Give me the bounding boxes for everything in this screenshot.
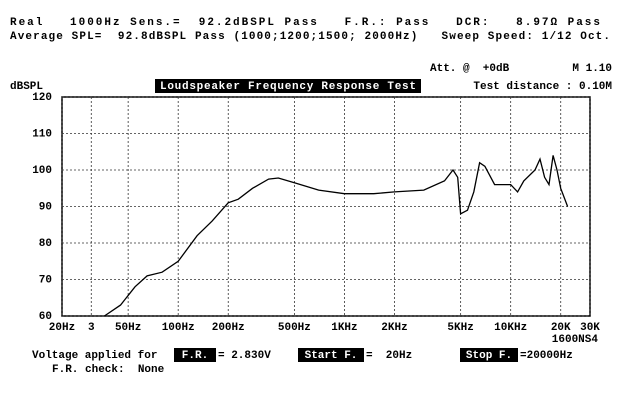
response-curve	[104, 155, 569, 317]
x-tick-label: 50Hz	[115, 322, 141, 334]
control-box	[174, 348, 216, 362]
x-tick-label: 2KHz	[381, 322, 407, 334]
y-tick-label: 80	[39, 238, 52, 250]
y-tick-label: 60	[39, 311, 52, 323]
control-label: F.R.	[182, 350, 208, 362]
control-value: = 20Hz	[366, 350, 412, 362]
mode: M 1.10	[572, 63, 612, 75]
title-box	[155, 79, 421, 93]
x-tick-label: 10KHz	[494, 322, 527, 334]
control-label: Stop F.	[466, 350, 512, 362]
chart-title: Loudspeaker Frequency Response Test	[160, 81, 416, 93]
x-tick-label: 30K	[580, 322, 600, 334]
y-tick-label: 100	[32, 165, 52, 177]
voltage-text: Voltage applied for	[32, 350, 157, 362]
y-tick-label: 90	[39, 201, 52, 213]
x-tick-label: 100Hz	[162, 322, 195, 334]
control-value: = 2.830V	[218, 350, 271, 362]
x-tick-label: 20K	[551, 322, 571, 334]
model: 1600NS4	[552, 334, 599, 346]
x-tick-label: 200Hz	[212, 322, 245, 334]
attenuation: Att. @ +0dB	[430, 63, 510, 75]
control-box	[298, 348, 364, 362]
x-tick-label: 3	[88, 322, 95, 334]
status-line: Average SPL= 92.8dBSPL Pass (1000;1200;1…	[10, 31, 610, 43]
x-tick-label: 20Hz	[49, 322, 75, 334]
x-tick-label: 5KHz	[447, 322, 473, 334]
control-value: =20000Hz	[520, 350, 573, 362]
test-distance: Test distance : 0.10M	[473, 81, 612, 93]
control-label: Start F.	[305, 350, 358, 362]
status-line: Real 1000Hz Sens.= 92.2dBSPL Pass F.R.: …	[10, 17, 600, 29]
y-tick-label: 70	[39, 274, 52, 286]
check: F.R. check: None	[52, 364, 165, 376]
x-tick-label: 1KHz	[331, 322, 357, 334]
x-tick-label: 500Hz	[278, 322, 311, 334]
y-axis-label: dBSPL	[10, 81, 43, 93]
y-tick-label: 110	[32, 128, 52, 140]
y-tick-label: 120	[32, 92, 52, 104]
control-box	[460, 348, 518, 362]
